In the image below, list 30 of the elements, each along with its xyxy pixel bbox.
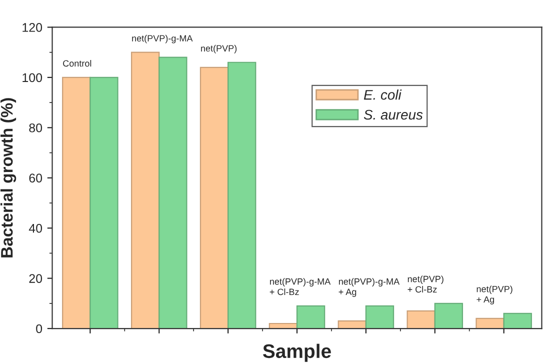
y-tick-label: 20: [29, 274, 42, 283]
annotation: net(PVP): [201, 44, 237, 54]
annotation: net(PVP)-g-MA + Ag: [338, 278, 400, 297]
bar: [434, 302, 464, 329]
x-axis-title: Sample: [262, 344, 331, 362]
annotation: net(PVP)-g-MA: [132, 34, 193, 44]
bar: [296, 305, 326, 329]
y-axis-title: Bacterial growth (%): [0, 98, 16, 258]
bar: [365, 305, 394, 329]
bar: [90, 76, 118, 329]
y-tick-label: 100: [22, 73, 42, 82]
y-tick-label: 60: [29, 174, 42, 183]
annotation: net(PVP) + Ag: [476, 286, 512, 304]
bar: [406, 310, 436, 329]
bar: [228, 62, 256, 329]
y-tick-label: 120: [22, 23, 42, 32]
y-tick-label: 0: [36, 324, 42, 334]
annotation: Control: [63, 60, 92, 67]
annotation: net(PVP)-g-MA + Cl-Bz: [270, 278, 331, 296]
y-tick-label: 80: [29, 123, 42, 132]
bar: [158, 56, 188, 329]
bar: [62, 76, 91, 329]
bar: [130, 52, 160, 329]
bar: [200, 66, 229, 329]
legend-label: S. aureus: [364, 110, 423, 120]
bar: [476, 318, 504, 329]
legend-label: E. coli: [364, 90, 402, 100]
bar: [503, 312, 532, 329]
y-tick-label: 40: [28, 224, 42, 233]
annotation: net(PVP) + Cl-Bz: [408, 276, 444, 293]
